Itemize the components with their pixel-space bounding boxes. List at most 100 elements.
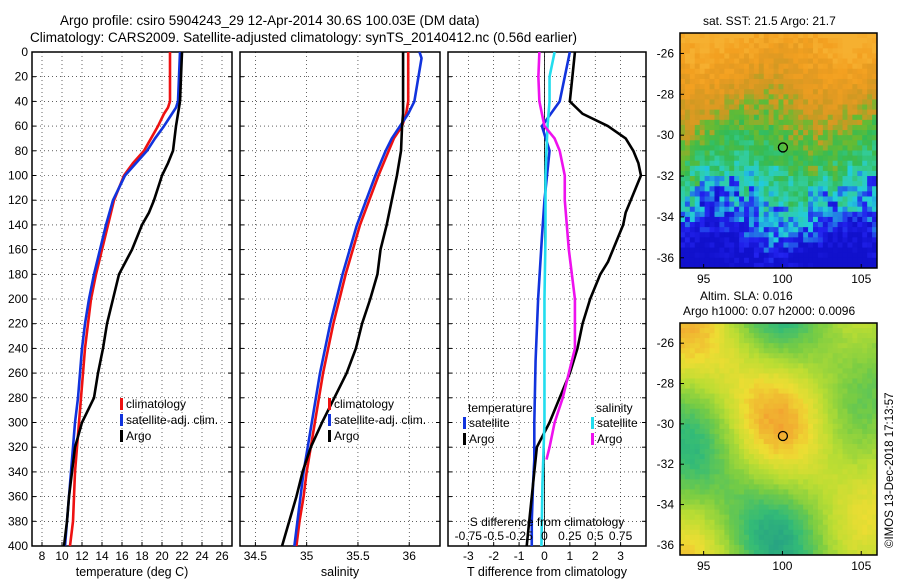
map-cell [704,78,711,85]
map-cell [719,373,725,379]
map-cell [862,191,868,197]
map-cell [768,227,775,233]
map-cell [837,343,844,349]
map-cell [857,84,863,90]
map-cell [808,201,814,208]
map-cell [684,474,691,480]
map-cell [842,181,848,187]
map-cell [812,191,819,197]
map-cell [753,534,760,541]
map-cell [837,99,844,106]
map-cell [783,499,789,506]
map-cell [714,227,720,233]
map-cell [852,549,858,556]
map-cell [852,408,858,415]
map-cell [862,428,868,435]
map-cell [842,227,848,233]
map-cell [788,48,794,54]
map-cell [793,489,799,495]
map-cell [827,150,834,157]
map-cell [822,484,829,490]
map-cell [763,388,770,395]
map-cell [798,393,804,400]
map-cell [680,99,686,106]
map-cell [758,368,765,374]
map-cell [808,73,814,80]
map-cell [793,358,799,364]
map-cell [788,222,794,228]
map-cell [689,504,696,511]
map-cell [867,78,873,85]
map-cell [739,343,745,349]
map-cell [808,449,814,455]
map-cell [729,84,735,90]
map-cell [812,242,819,249]
map-cell [748,449,755,455]
map-cell [729,262,735,269]
map-cell [729,242,735,249]
map-cell [699,222,706,228]
map-cell [709,444,715,450]
map-cell [704,196,711,203]
map-cell [689,99,696,106]
map-cell [694,433,701,440]
map-cell [773,109,779,116]
map-y-tick-label: -36 [657,538,675,552]
map-cell [842,358,848,364]
map-cell [783,222,789,228]
map-cell [793,201,799,208]
map-cell [857,499,863,506]
map-cell [680,423,686,430]
map-cell [689,348,696,354]
map-cell [680,130,686,136]
legend-swatch [120,398,123,410]
map-cell [748,262,755,269]
map-cell [783,135,789,141]
map-cell [817,104,824,111]
map-cell [847,408,853,415]
map-cell [714,201,720,208]
map-cell [739,68,745,75]
map-cell [872,333,878,339]
map-cell [812,333,819,339]
map-cell [867,206,873,213]
map-cell [719,130,725,136]
map-cell [763,160,770,167]
map-cell [714,323,720,329]
map-cell [753,211,760,218]
map-cell [872,227,878,233]
map-cell [778,94,784,100]
map-cell [680,343,686,349]
map-cell [862,363,868,369]
map-cell [744,89,750,95]
map-cell [793,160,799,167]
map-cell [808,529,814,536]
map-cell [753,373,760,379]
map-cell [724,494,730,501]
map-cell [758,160,765,167]
s-tick-label: -0.5 [483,529,504,543]
map-cell [768,181,775,187]
map-cell [778,257,784,264]
map-cell [842,544,848,551]
map-cell [694,388,701,395]
map-cell [734,140,740,146]
map-cell [872,509,878,516]
x-tick-label: 16 [115,549,129,563]
map-cell [694,222,701,228]
map-cell [808,408,814,415]
map-cell [719,119,725,126]
map-cell [758,252,765,259]
map-cell [704,140,711,146]
map-cell [699,388,706,395]
map-cell [709,328,715,334]
map-cell [689,499,696,506]
map-cell [704,444,711,450]
map-cell [699,323,706,329]
map-cell [768,484,775,490]
map-cell [773,474,779,480]
map-cell [803,109,809,116]
map-cell [857,519,863,526]
legend-swatch [591,417,594,429]
map-cell [763,418,770,425]
